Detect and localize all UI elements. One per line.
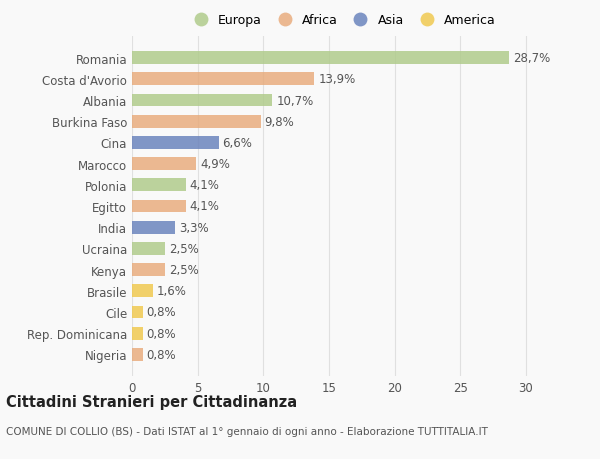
Text: 1,6%: 1,6% xyxy=(157,285,187,297)
Text: 0,8%: 0,8% xyxy=(146,327,176,340)
Text: 0,8%: 0,8% xyxy=(146,306,176,319)
Bar xyxy=(132,221,175,234)
Bar xyxy=(132,95,272,107)
Bar xyxy=(132,263,165,276)
Text: 9,8%: 9,8% xyxy=(265,116,295,129)
Text: 3,3%: 3,3% xyxy=(179,221,209,234)
Text: 2,5%: 2,5% xyxy=(169,242,199,255)
Text: 4,1%: 4,1% xyxy=(190,179,220,192)
Text: 2,5%: 2,5% xyxy=(169,263,199,276)
Text: 28,7%: 28,7% xyxy=(512,52,550,65)
Bar xyxy=(132,73,314,86)
Bar xyxy=(132,242,165,255)
Text: Cittadini Stranieri per Cittadinanza: Cittadini Stranieri per Cittadinanza xyxy=(6,394,297,409)
Bar xyxy=(132,52,509,65)
Bar xyxy=(132,327,143,340)
Bar xyxy=(132,348,143,361)
Text: 4,9%: 4,9% xyxy=(200,158,230,171)
Bar xyxy=(132,200,186,213)
Text: 6,6%: 6,6% xyxy=(223,137,253,150)
Bar xyxy=(132,116,260,129)
Text: COMUNE DI COLLIO (BS) - Dati ISTAT al 1° gennaio di ogni anno - Elaborazione TUT: COMUNE DI COLLIO (BS) - Dati ISTAT al 1°… xyxy=(6,426,488,436)
Text: 0,8%: 0,8% xyxy=(146,348,176,361)
Bar xyxy=(132,179,186,192)
Bar xyxy=(132,285,153,297)
Text: 10,7%: 10,7% xyxy=(277,94,314,107)
Text: 4,1%: 4,1% xyxy=(190,200,220,213)
Bar xyxy=(132,158,196,171)
Bar xyxy=(132,306,143,319)
Legend: Europa, Africa, Asia, America: Europa, Africa, Asia, America xyxy=(183,9,501,32)
Text: 13,9%: 13,9% xyxy=(319,73,356,86)
Bar xyxy=(132,137,218,150)
